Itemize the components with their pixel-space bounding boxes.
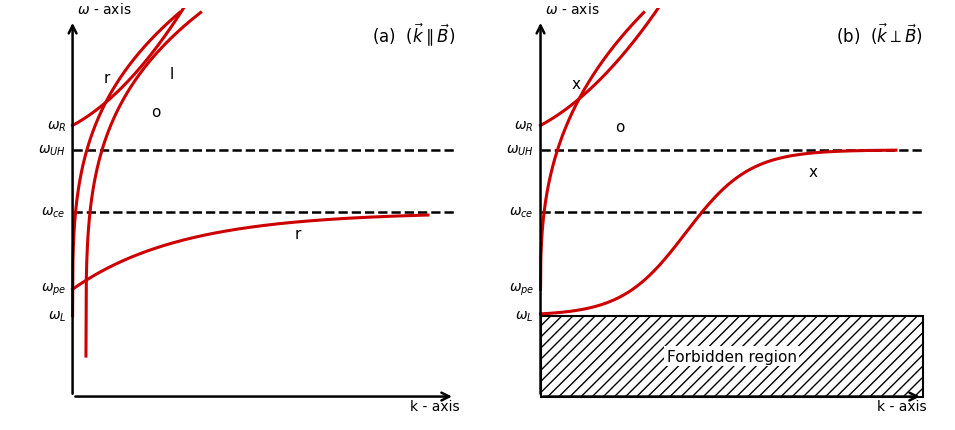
- Text: (a)  $(\vec{k} \parallel \vec{B})$: (a) $(\vec{k} \parallel \vec{B})$: [371, 21, 455, 48]
- Text: r: r: [294, 227, 301, 242]
- Text: $\omega_L$: $\omega_L$: [516, 309, 534, 323]
- Text: x: x: [571, 77, 580, 92]
- Text: $\omega_{pe}$: $\omega_{pe}$: [41, 282, 66, 298]
- Text: $\omega_{ce}$: $\omega_{ce}$: [509, 206, 534, 220]
- Text: Forbidden region: Forbidden region: [667, 349, 796, 364]
- Text: $\omega_L$: $\omega_L$: [48, 309, 66, 323]
- Text: o: o: [615, 120, 625, 135]
- Text: $\omega_{pe}$: $\omega_{pe}$: [509, 282, 534, 298]
- Text: $\omega$ - axis: $\omega$ - axis: [77, 2, 132, 17]
- Bar: [541, 316, 923, 396]
- Text: $\omega_R$: $\omega_R$: [515, 119, 534, 133]
- Text: x: x: [808, 165, 817, 180]
- Text: k - axis: k - axis: [410, 399, 459, 413]
- Text: $\omega_{UH}$: $\omega_{UH}$: [506, 143, 534, 158]
- Text: $\omega_{UH}$: $\omega_{UH}$: [38, 143, 66, 158]
- Text: $\omega$ - axis: $\omega$ - axis: [545, 2, 600, 17]
- Text: o: o: [151, 105, 160, 120]
- Text: $\omega_{ce}$: $\omega_{ce}$: [41, 206, 66, 220]
- Text: k - axis: k - axis: [878, 399, 927, 413]
- Text: l: l: [170, 67, 175, 82]
- Text: (b)  $(\vec{k}\perp\vec{B})$: (b) $(\vec{k}\perp\vec{B})$: [836, 21, 923, 46]
- Text: r: r: [103, 71, 110, 86]
- Text: $\omega_R$: $\omega_R$: [47, 119, 66, 133]
